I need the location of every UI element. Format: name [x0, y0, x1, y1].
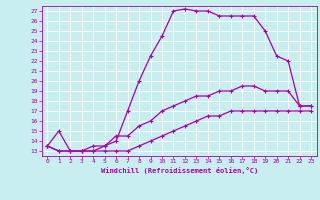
X-axis label: Windchill (Refroidissement éolien,°C): Windchill (Refroidissement éolien,°C) — [100, 167, 258, 174]
